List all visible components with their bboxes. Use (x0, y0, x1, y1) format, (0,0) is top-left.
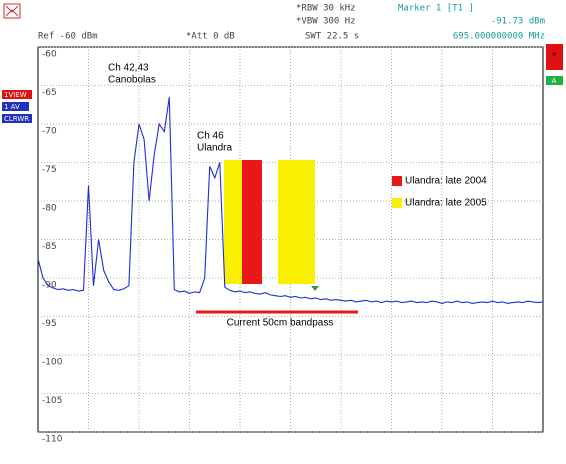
trace-label: 1 AV (4, 103, 20, 111)
vertical-grid (38, 46, 543, 433)
mode-box (2, 114, 32, 123)
marker-triangle (311, 286, 319, 291)
y-tick-label: -85 (42, 242, 57, 252)
view-label: 1VIEW (4, 91, 27, 99)
annotation: Ulandra (197, 143, 232, 154)
star-box (546, 44, 563, 70)
band-2004 (242, 160, 262, 284)
plot-layer: -60 -65 -70 -75 -80 -85 -90 -95 -100 -105 -110 Ulan… (37, 50, 544, 445)
y-tick-label: -80 (42, 204, 57, 214)
y-tick-label: -70 (42, 127, 57, 137)
trace-box (2, 102, 29, 111)
y-tick-label: -95 (42, 319, 57, 329)
marker: Marker 1 [T1 ] (398, 4, 474, 14)
vbw: *VBW 300 Hz (296, 17, 356, 27)
attenuation: *Att 0 dB (186, 32, 235, 42)
a-label: A (552, 77, 557, 85)
y-tick-label: -105 (42, 396, 62, 406)
logo (3, 3, 21, 19)
marker-level: -91.73 dBm (491, 17, 545, 27)
y-tick-label: -65 (42, 88, 57, 98)
y-tick-label: -100 (42, 358, 63, 368)
ref-level: Ref -60 dBm (38, 32, 98, 42)
annotation: Canobolas (108, 75, 156, 86)
legend-swatch (392, 176, 402, 186)
y-tick-label: -60 (42, 50, 57, 60)
bands (224, 160, 315, 284)
bandpass-label: Current 50cm bandpass (227, 318, 334, 329)
mode-label: CLRWR (4, 115, 29, 123)
marker-frequency: 695.000000000 MHz (453, 32, 545, 42)
y-tick-label: -75 (42, 165, 57, 175)
view-box (2, 90, 32, 99)
y-tick-label: -90 (42, 281, 57, 291)
annotation: Ch 42,43 (108, 63, 149, 74)
a-box (546, 76, 563, 85)
legend-label: Ulandra: late 2004 (405, 176, 487, 187)
band-2005 (278, 160, 315, 284)
legend-label: Ulandra: late 2005 (405, 198, 487, 209)
rbw: *RBW 30 kHz (296, 4, 356, 14)
sweep-time: SWT 22.5 s (305, 32, 359, 42)
trace (37, 97, 544, 304)
legend-swatch (392, 198, 402, 208)
star-label: * (552, 52, 557, 62)
y-tick-label: -110 (42, 435, 63, 445)
annotation: Ch 46 (197, 131, 224, 142)
